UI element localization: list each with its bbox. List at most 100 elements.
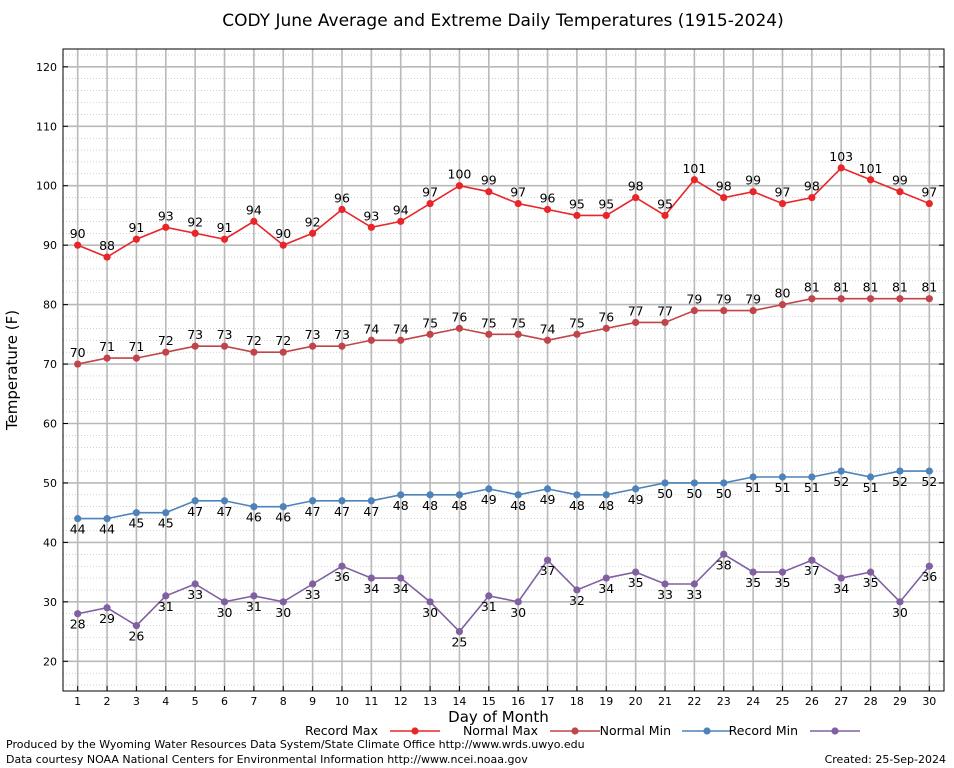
data-label: 98 [804,179,820,194]
legend: Record Max Normal Max Normal Min Record Min [305,723,860,738]
series-record-min: 28 29 26 31 33 30 31 30 33 36 34 34 30 25 31 30 37 32 34 35… [70,550,937,650]
data-label: 37 [540,563,556,578]
data-point [925,295,933,303]
data-point [309,342,317,350]
data-point [602,211,610,220]
data-point [661,580,669,588]
data-point [220,235,229,243]
data-point [74,515,82,523]
data-label: 76 [598,309,614,324]
data-label: 49 [481,492,497,507]
data-label: 79 [686,292,702,307]
data-label: 79 [745,292,761,307]
data-label: 99 [745,173,761,188]
data-point [220,497,229,505]
data-label: 49 [628,492,644,507]
x-tick-label: 8 [280,695,287,708]
legend-label: Normal Max [463,723,538,738]
data-label: 36 [334,569,350,584]
data-point [279,241,287,249]
data-point [132,509,141,517]
data-point [573,211,581,220]
data-point [808,295,816,303]
data-label: 30 [510,605,526,620]
x-tick-label: 2 [104,695,111,708]
data-point [191,580,199,588]
data-point [514,491,522,499]
data-point [837,467,845,475]
data-label: 74 [393,321,409,336]
data-label: 31 [246,599,262,614]
data-point [749,568,757,576]
data-label: 74 [363,321,379,336]
data-point [455,182,464,190]
legend-marker [831,727,839,735]
data-point [103,515,111,523]
data-point [132,354,141,362]
x-tick-label: 22 [687,695,701,708]
x-tick-label: 6 [221,695,228,708]
y-tick-label: 100 [36,180,57,193]
data-point [690,479,698,487]
data-label: 52 [921,474,937,489]
x-tick-label: 4 [162,695,169,708]
data-label: 34 [833,581,849,596]
y-tick-label: 30 [43,596,57,609]
footer-data-courtesy: Data courtesy NOAA National Centers for … [6,753,528,766]
data-label: 71 [99,339,115,354]
data-label: 76 [451,309,467,324]
data-label: 81 [863,280,879,295]
data-point [661,211,669,220]
y-tick-label: 120 [36,61,57,74]
data-point [250,217,258,225]
data-point [808,556,816,564]
data-point [132,235,141,243]
x-tick-label: 26 [805,695,819,708]
data-label: 96 [334,191,350,206]
data-label: 75 [422,315,438,330]
data-label: 34 [363,581,379,596]
data-label: 75 [510,315,526,330]
data-point [220,342,229,350]
data-point [132,622,141,630]
data-label: 48 [451,498,467,513]
data-label: 31 [158,599,174,614]
data-point [749,473,757,481]
data-label: 47 [305,504,321,519]
legend-label: Record Min [729,723,798,738]
data-label: 51 [775,480,791,495]
data-point [661,318,669,327]
data-point [573,491,581,499]
data-label: 80 [775,286,791,301]
data-point [338,497,346,505]
data-point [514,330,522,338]
chart-title: CODY June Average and Extreme Daily Temp… [222,11,783,31]
data-label: 98 [716,179,732,194]
data-label: 93 [158,208,174,223]
grid [63,49,944,691]
y-axis-label: Temperature (F) [3,310,21,431]
data-point [543,556,552,564]
data-label: 92 [305,214,321,229]
data-label: 77 [657,303,673,318]
y-tick-label: 110 [36,120,57,133]
legend-item-record-max: Record Max [305,723,440,738]
data-label: 44 [70,522,86,537]
data-label: 30 [892,605,908,620]
data-point [808,194,816,202]
data-label: 73 [217,327,233,342]
data-point [74,241,82,249]
data-point [426,491,434,499]
data-label: 29 [99,611,115,626]
data-label: 97 [510,185,526,200]
x-tick-label: 29 [893,695,907,708]
series-normal-max: 70 71 71 72 73 73 72 72 73 73 74 74 75 76 75 75 74 75 76 77… [70,280,937,368]
data-point [661,479,669,487]
legend-label: Normal Min [600,723,671,738]
data-label: 48 [510,498,526,513]
data-label: 28 [70,617,86,632]
x-tick-label: 10 [335,695,349,708]
x-tick-label: 13 [423,695,437,708]
data-point [896,467,904,475]
data-label: 52 [833,474,849,489]
